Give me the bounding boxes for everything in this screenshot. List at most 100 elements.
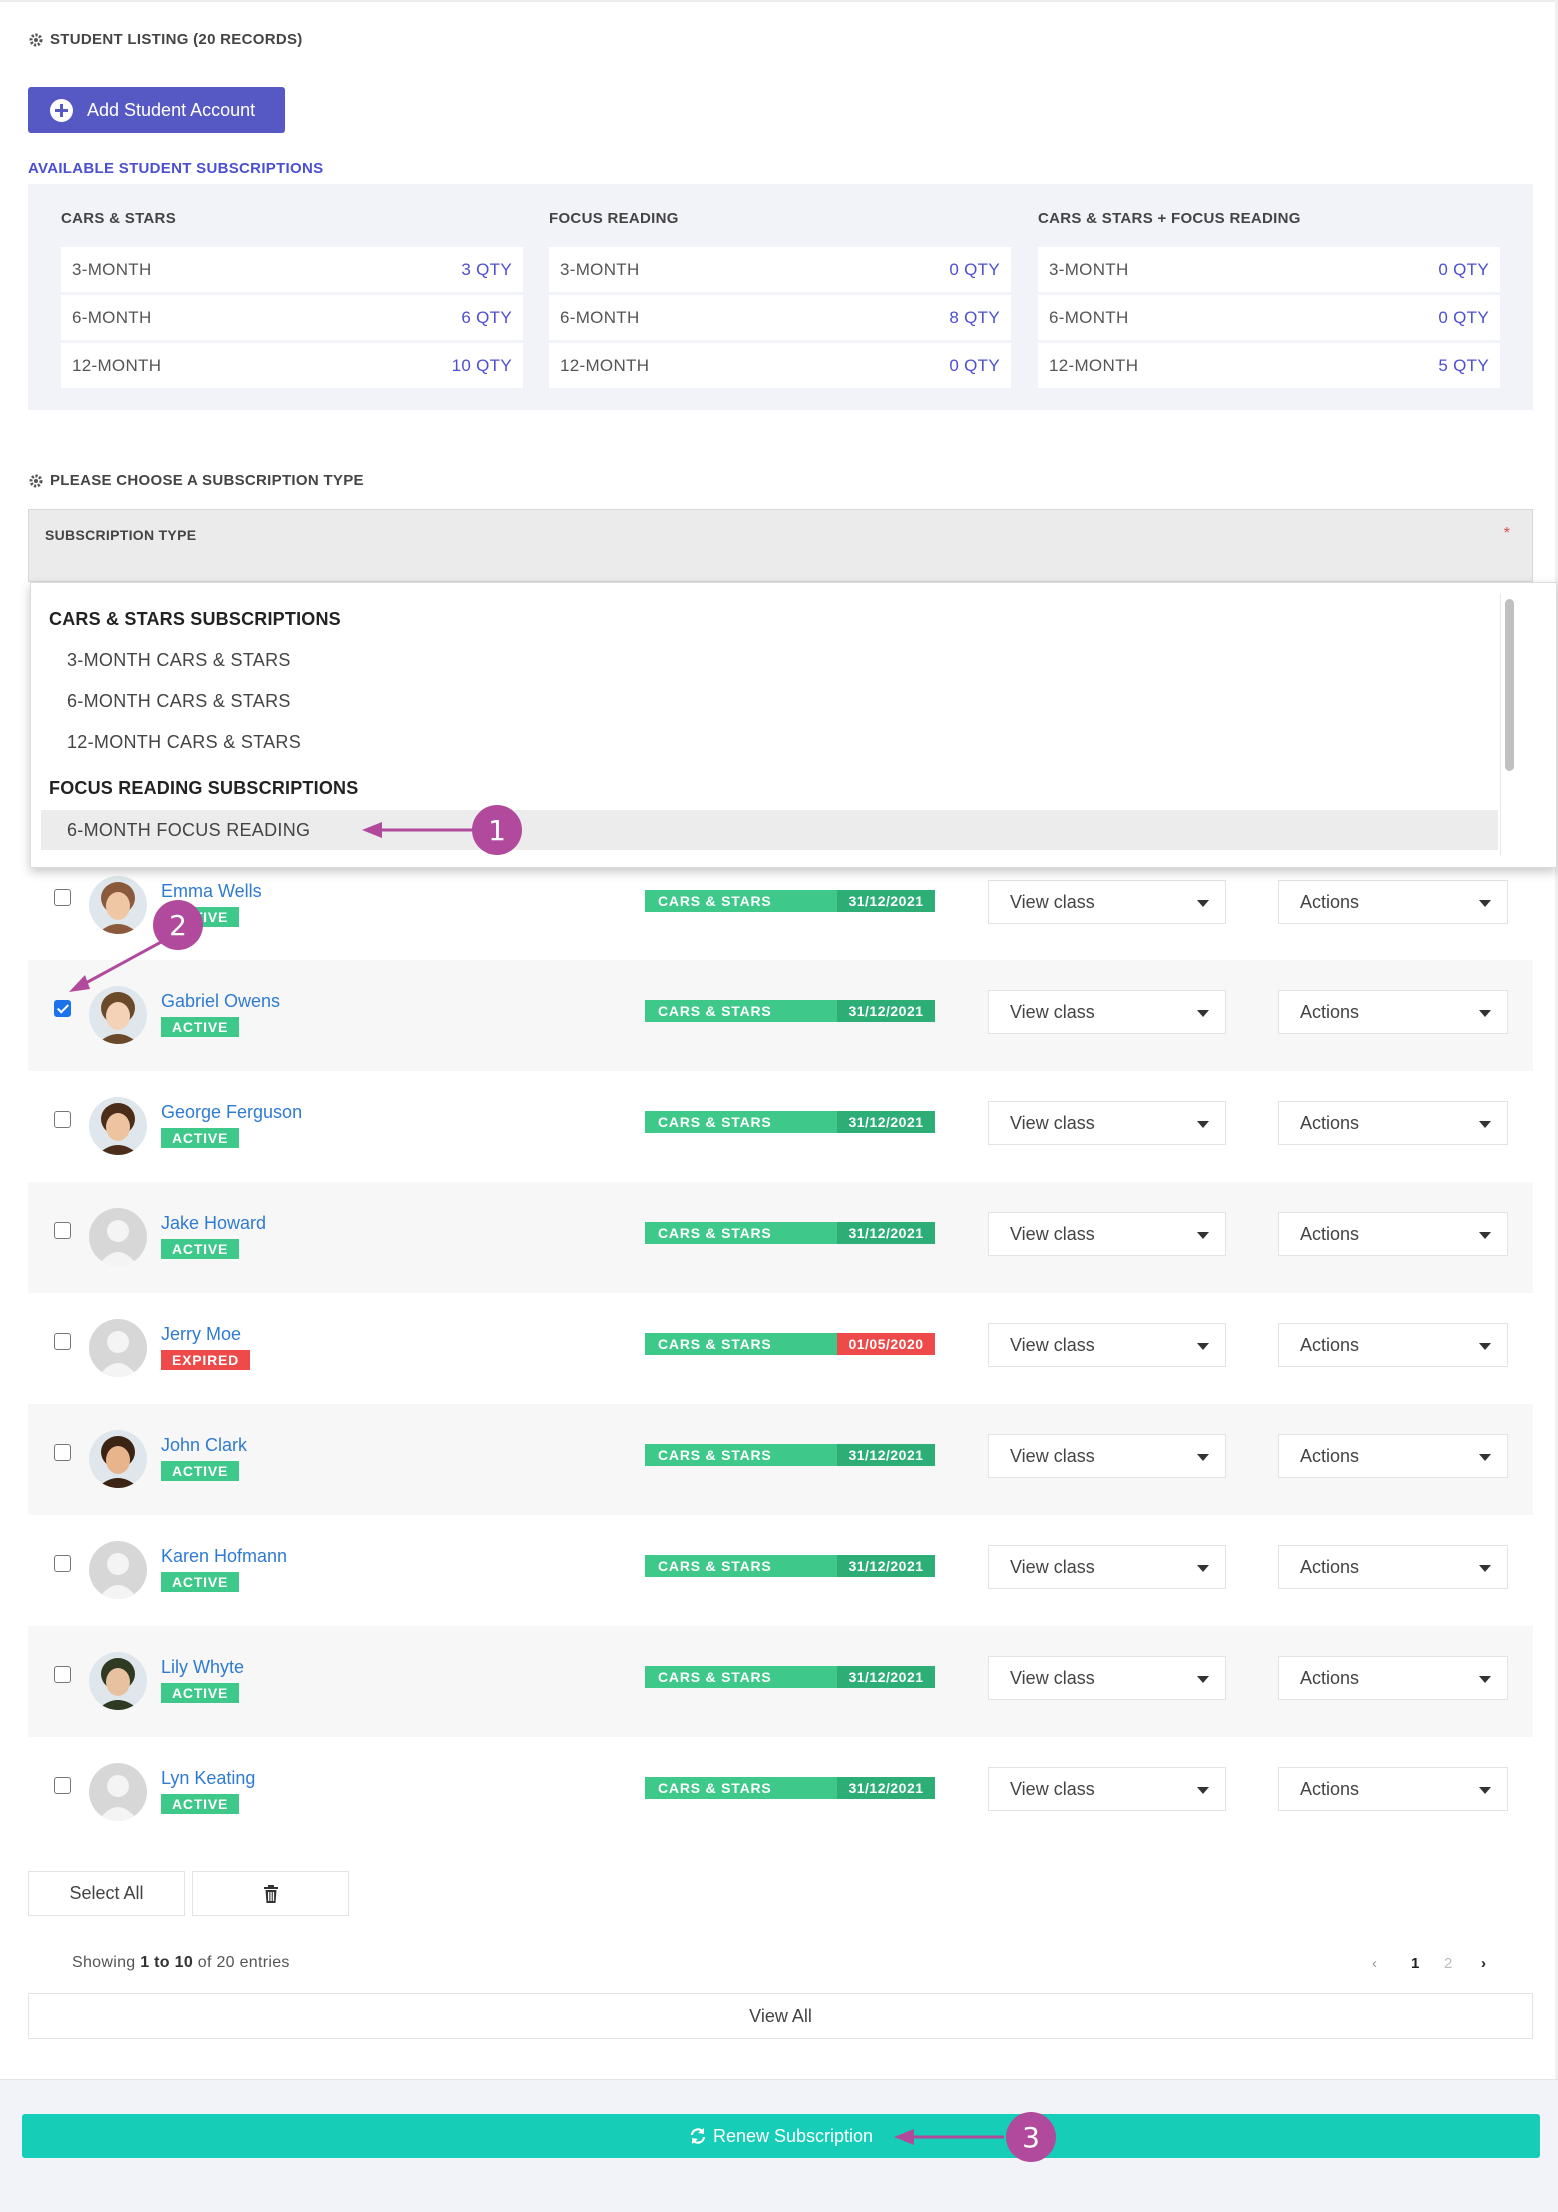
actions-label: Actions	[1300, 1334, 1360, 1355]
view-class-select[interactable]: View class	[988, 1767, 1226, 1811]
subs-row-label: 6-MONTH	[1049, 307, 1129, 327]
avatar	[89, 1652, 147, 1710]
row-checkbox[interactable]	[54, 1333, 71, 1350]
actions-select[interactable]: Actions	[1278, 1323, 1508, 1367]
pagination-page-current[interactable]: 1	[1411, 1955, 1420, 1972]
subscription-bar: CARS & STARS 01/05/2020	[645, 1333, 935, 1355]
callout-badge: 3	[1006, 2112, 1056, 2162]
student-name-link[interactable]: Gabriel Owens	[161, 991, 281, 1011]
subscription-expiry: 31/12/2021	[837, 1444, 935, 1466]
caret-down-icon	[1479, 1232, 1491, 1239]
view-all-button[interactable]: View All	[28, 1993, 1533, 2039]
view-class-label: View class	[1010, 1112, 1095, 1133]
add-student-account-button[interactable]: Add Student Account	[28, 87, 285, 133]
subs-row-label: 3-MONTH	[1049, 259, 1129, 279]
avatar-photo	[89, 1652, 147, 1710]
subs-column-title: CARS & STARS + FOCUS READING	[1038, 210, 1301, 227]
row-checkbox[interactable]	[54, 1777, 71, 1794]
actions-select[interactable]: Actions	[1278, 990, 1508, 1034]
actions-select[interactable]: Actions	[1278, 1767, 1508, 1811]
subs-row: 6-MONTH 0 QTY	[1038, 295, 1500, 340]
student-name-link[interactable]: George Ferguson	[161, 1102, 303, 1122]
pagination-page[interactable]: 2	[1444, 1955, 1453, 1972]
view-class-select[interactable]: View class	[988, 880, 1226, 924]
student-name-link[interactable]: Lyn Keating	[161, 1768, 256, 1788]
view-class-select[interactable]: View class	[988, 1434, 1226, 1478]
gear-icon	[29, 33, 43, 46]
actions-select[interactable]: Actions	[1278, 1212, 1508, 1256]
subs-row: 12-MONTH 0 QTY	[549, 343, 1011, 388]
table-row: John Clark ACTIVE CARS & STARS 31/12/2021 Vi…	[28, 1404, 1533, 1515]
status-badge: ACTIVE	[161, 1461, 240, 1481]
view-class-label: View class	[1010, 1667, 1095, 1688]
row-checkbox[interactable]	[54, 1555, 71, 1572]
dropdown-option[interactable]: 3-MONTH CARS & STARS	[67, 649, 291, 670]
row-checkbox[interactable]	[54, 1444, 71, 1461]
view-class-select[interactable]: View class	[988, 1545, 1226, 1589]
actions-select[interactable]: Actions	[1278, 1101, 1508, 1145]
actions-label: Actions	[1300, 1556, 1360, 1577]
student-name-link[interactable]: John Clark	[161, 1435, 248, 1455]
actions-label: Actions	[1300, 1445, 1360, 1466]
row-checkbox[interactable]	[54, 1666, 71, 1683]
actions-select[interactable]: Actions	[1278, 880, 1508, 924]
subscription-name: CARS & STARS	[658, 1114, 772, 1130]
student-name-link[interactable]: Jake Howard	[161, 1213, 267, 1233]
subscription-expiry: 31/12/2021	[837, 1666, 935, 1688]
view-class-select[interactable]: View class	[988, 990, 1226, 1034]
subscription-type-select[interactable]: SUBSCRIPTION TYPE *	[28, 509, 1533, 582]
subscription-name: CARS & STARS	[658, 1336, 772, 1352]
dropdown-option[interactable]: 6-MONTH CARS & STARS	[67, 690, 291, 711]
actions-label: Actions	[1300, 891, 1360, 912]
subs-row: 12-MONTH 5 QTY	[1038, 343, 1500, 388]
renew-subscription-button[interactable]: Renew Subscription	[22, 2114, 1540, 2158]
student-name-link[interactable]: Jerry Moe	[161, 1324, 242, 1344]
subscription-name: CARS & STARS	[658, 1447, 772, 1463]
student-listing-title: STUDENT LISTING (20 RECORDS)	[50, 31, 303, 48]
student-name-link[interactable]: Emma Wells	[161, 881, 262, 901]
subscription-type-dropdown[interactable]: CARS & STARS SUBSCRIPTIONS 3-MONTH CARS …	[30, 582, 1557, 868]
subs-row: 12-MONTH 10 QTY	[61, 343, 523, 388]
student-name-link[interactable]: Lily Whyte	[161, 1657, 245, 1677]
row-checkbox[interactable]	[54, 1222, 71, 1239]
subs-row-label: 3-MONTH	[560, 259, 640, 279]
dropdown-scrollbar-thumb[interactable]	[1505, 599, 1514, 771]
avatar	[89, 876, 147, 934]
view-class-select[interactable]: View class	[988, 1323, 1226, 1367]
caret-down-icon	[1197, 1121, 1209, 1128]
avatar-placeholder-icon	[89, 1208, 147, 1266]
dropdown-option-highlighted[interactable]: 6-MONTH FOCUS READING	[41, 810, 1498, 850]
dropdown-option[interactable]: 12-MONTH CARS & STARS	[67, 731, 301, 752]
select-all-button[interactable]: Select All	[28, 1871, 185, 1916]
subscription-expiry: 31/12/2021	[837, 1111, 935, 1133]
student-listing-heading: STUDENT LISTING (20 RECORDS)	[28, 31, 303, 48]
row-checkbox[interactable]	[54, 1000, 71, 1017]
subscription-bar: CARS & STARS 31/12/2021	[645, 1111, 935, 1133]
pagination-next[interactable]: ›	[1481, 1955, 1486, 1972]
actions-select[interactable]: Actions	[1278, 1656, 1508, 1700]
caret-down-icon	[1479, 1010, 1491, 1017]
dropdown-scrollbar-track[interactable]	[1500, 593, 1516, 855]
view-class-select[interactable]: View class	[988, 1656, 1226, 1700]
actions-select[interactable]: Actions	[1278, 1545, 1508, 1589]
actions-select[interactable]: Actions	[1278, 1434, 1508, 1478]
subs-row: 3-MONTH 3 QTY	[61, 247, 523, 292]
pagination-prev[interactable]: ‹	[1372, 1955, 1377, 1972]
subscription-expiry: 31/12/2021	[837, 1222, 935, 1244]
row-checkbox[interactable]	[54, 1111, 71, 1128]
caret-down-icon	[1197, 1343, 1209, 1350]
subs-row-qty: 5 QTY	[1438, 355, 1489, 375]
refresh-icon	[690, 2128, 706, 2144]
caret-down-icon	[1479, 1454, 1491, 1461]
view-class-select[interactable]: View class	[988, 1101, 1226, 1145]
student-name-link[interactable]: Karen Hofmann	[161, 1546, 288, 1566]
caret-down-icon	[1479, 1565, 1491, 1572]
subscription-expiry: 31/12/2021	[837, 1555, 935, 1577]
view-class-select[interactable]: View class	[988, 1212, 1226, 1256]
status-badge: ACTIVE	[161, 1683, 240, 1703]
row-checkbox[interactable]	[54, 889, 71, 906]
subscription-bar: CARS & STARS 31/12/2021	[645, 1222, 935, 1244]
delete-button[interactable]	[192, 1871, 349, 1916]
top-divider	[0, 0, 1558, 2]
caret-down-icon	[1197, 1010, 1209, 1017]
